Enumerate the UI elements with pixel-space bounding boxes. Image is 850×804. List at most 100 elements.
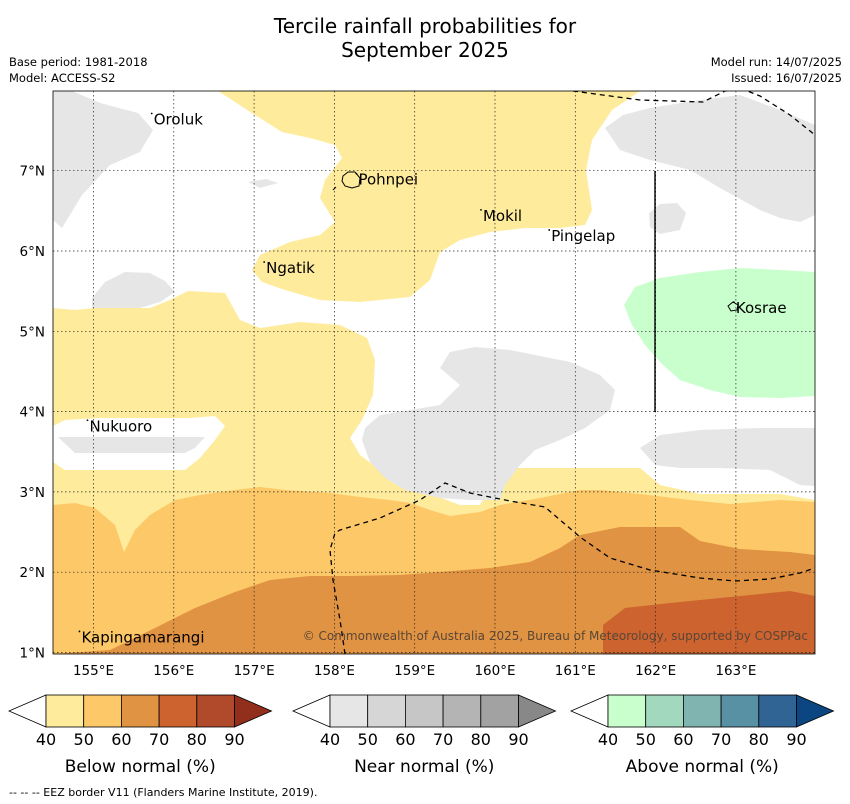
y-tick-label: 2°N bbox=[20, 565, 45, 581]
colorbar-tick-label: 40 bbox=[320, 730, 340, 749]
x-tick-label: 156°E bbox=[153, 663, 194, 679]
colorbar-tick-label: 50 bbox=[74, 730, 94, 749]
colorbar-tick-label: 80 bbox=[471, 730, 491, 749]
pohnpei-island bbox=[341, 171, 361, 189]
colorbar-bin bbox=[196, 694, 235, 728]
meta-left: Base period: 1981-2018 Model: ACCESS-S2 bbox=[9, 54, 148, 86]
model-run: Model run: 14/07/2025 bbox=[710, 55, 842, 69]
place-marker bbox=[263, 261, 266, 263]
place-label-pingelap: Pingelap bbox=[551, 227, 615, 245]
colorbar-tick-label: 90 bbox=[508, 730, 528, 749]
colorbar-tick-label: 80 bbox=[749, 730, 769, 749]
colorbar-3: 40 50 60 70 80 90 Above normal (%) bbox=[569, 694, 835, 777]
colorbar-bin bbox=[367, 694, 406, 728]
map-title: Tercile rainfall probabilities for Septe… bbox=[0, 14, 850, 62]
colorbar-tick-label: 70 bbox=[433, 730, 453, 749]
colorbar-tick-label: 70 bbox=[149, 730, 169, 749]
y-tick-label: 3°N bbox=[20, 485, 45, 501]
title-line-1: Tercile rainfall probabilities for bbox=[273, 14, 577, 38]
colorbar-low-extend bbox=[569, 694, 609, 728]
colorbar-low-extend bbox=[7, 694, 47, 728]
issued-date: Issued: 16/07/2025 bbox=[731, 71, 842, 85]
colorbar-tick-label: 50 bbox=[636, 730, 656, 749]
y-tick-label: 1°N bbox=[20, 646, 45, 662]
colorbar-bin bbox=[683, 694, 722, 728]
colorbar-bin bbox=[720, 694, 760, 728]
colorbar-bin bbox=[121, 694, 160, 728]
colorbar-bin bbox=[83, 694, 122, 728]
place-marker bbox=[480, 208, 482, 211]
meta-right: Model run: 14/07/2025 Issued: 16/07/2025 bbox=[711, 54, 842, 86]
place-label-kosrae: Kosrae bbox=[736, 299, 787, 317]
x-tick-label: 158°E bbox=[314, 663, 355, 679]
y-tick-label: 5°N bbox=[20, 324, 45, 340]
place-marker bbox=[548, 229, 551, 231]
place-marker bbox=[733, 301, 735, 304]
colorbar-tick-label: 90 bbox=[224, 730, 244, 749]
map-frame bbox=[52, 90, 816, 655]
colorbar-title: Above normal (%) bbox=[626, 757, 779, 777]
x-tick-label: 155°E bbox=[73, 663, 114, 679]
place-label-nukuoro: Nukuoro bbox=[89, 417, 152, 435]
colorbar-high-extend bbox=[518, 694, 557, 728]
colorbar-bin bbox=[607, 694, 647, 728]
place-label-ngatik: Ngatik bbox=[266, 259, 315, 277]
colorbar-bin bbox=[442, 694, 482, 728]
x-tick-label: 157°E bbox=[234, 663, 275, 679]
colorbar-title: Below normal (%) bbox=[65, 757, 216, 777]
probability-map: Oroluk Pohnpei Mokil Pingelap Ngatik Kosrae Nu… bbox=[53, 91, 815, 654]
near-normal-40-50-areas bbox=[53, 91, 815, 500]
place-marker bbox=[355, 172, 358, 175]
island-outlines bbox=[332, 171, 739, 312]
place-label-pohnpei: Pohnpei bbox=[358, 171, 418, 189]
colorbar-tick-label: 60 bbox=[395, 730, 415, 749]
colorbar-tick-label: 80 bbox=[187, 730, 207, 749]
base-period: Base period: 1981-2018 bbox=[9, 55, 148, 69]
below-normal-70-80-area bbox=[603, 591, 815, 654]
eez-border bbox=[329, 91, 815, 654]
place-marker bbox=[150, 112, 153, 115]
legend-group: 40 50 60 70 80 90 Below normal (%) 40 50 60 70 80 90… bbox=[7, 694, 835, 777]
colorbar-tick-label: 70 bbox=[711, 730, 731, 749]
y-tick-label: 7°N bbox=[20, 164, 45, 180]
kosrae-island bbox=[727, 301, 739, 312]
colorbar-bin bbox=[158, 694, 198, 728]
colorbar-bin bbox=[404, 694, 444, 728]
x-tick-label: 161°E bbox=[555, 663, 596, 679]
x-tick-label: 162°E bbox=[635, 663, 676, 679]
pohnpei-reef bbox=[332, 186, 337, 191]
colorbar-1: 40 50 60 70 80 90 Below normal (%) bbox=[7, 694, 273, 777]
colorbar-tick-label: 90 bbox=[786, 730, 806, 749]
graticule bbox=[53, 91, 815, 654]
title-line-2: September 2025 bbox=[341, 38, 509, 62]
latitude-ticks: 7°N 6°N 5°N 4°N 3°N 2°N 1°N bbox=[20, 164, 45, 662]
x-tick-label: 159°E bbox=[394, 663, 435, 679]
colorbar-tick-label: 60 bbox=[111, 730, 131, 749]
place-marker bbox=[78, 630, 81, 633]
colorbar-bin bbox=[329, 694, 369, 728]
colorbar-bin bbox=[645, 694, 684, 728]
place-label-mokil: Mokil bbox=[483, 207, 522, 225]
colorbar-bin bbox=[758, 694, 797, 728]
y-tick-label: 6°N bbox=[20, 244, 45, 260]
colorbar-high-extend bbox=[234, 694, 273, 728]
place-label-kapingamarangi: Kapingamarangi bbox=[81, 628, 204, 646]
colorbar-tick-label: 40 bbox=[36, 730, 56, 749]
above-normal-40-50-area bbox=[624, 268, 815, 398]
colorbar-low-extend bbox=[291, 694, 331, 728]
colorbar-tick-label: 40 bbox=[598, 730, 618, 749]
colorbar-bin bbox=[480, 694, 519, 728]
place-marker bbox=[86, 419, 89, 422]
x-tick-label: 163°E bbox=[715, 663, 756, 679]
y-tick-label: 4°N bbox=[20, 405, 45, 421]
place-label-oroluk: Oroluk bbox=[154, 111, 203, 129]
longitude-ticks: 155°E 156°E 157°E 158°E 159°E 160°E 161°E 162°E… bbox=[73, 663, 756, 679]
eez-footnote: -- -- -- EEZ border V11 (Flanders Marine… bbox=[9, 786, 318, 799]
colorbar-tick-label: 50 bbox=[358, 730, 378, 749]
place-labels: Oroluk Pohnpei Mokil Pingelap Ngatik Kosrae Nu… bbox=[78, 111, 787, 646]
copyright-notice: © Commonwealth of Australia 2025, Bureau… bbox=[303, 629, 808, 643]
model-name: Model: ACCESS-S2 bbox=[9, 71, 116, 85]
colorbar-tick-label: 60 bbox=[673, 730, 693, 749]
colorbar-title: Near normal (%) bbox=[354, 757, 494, 777]
